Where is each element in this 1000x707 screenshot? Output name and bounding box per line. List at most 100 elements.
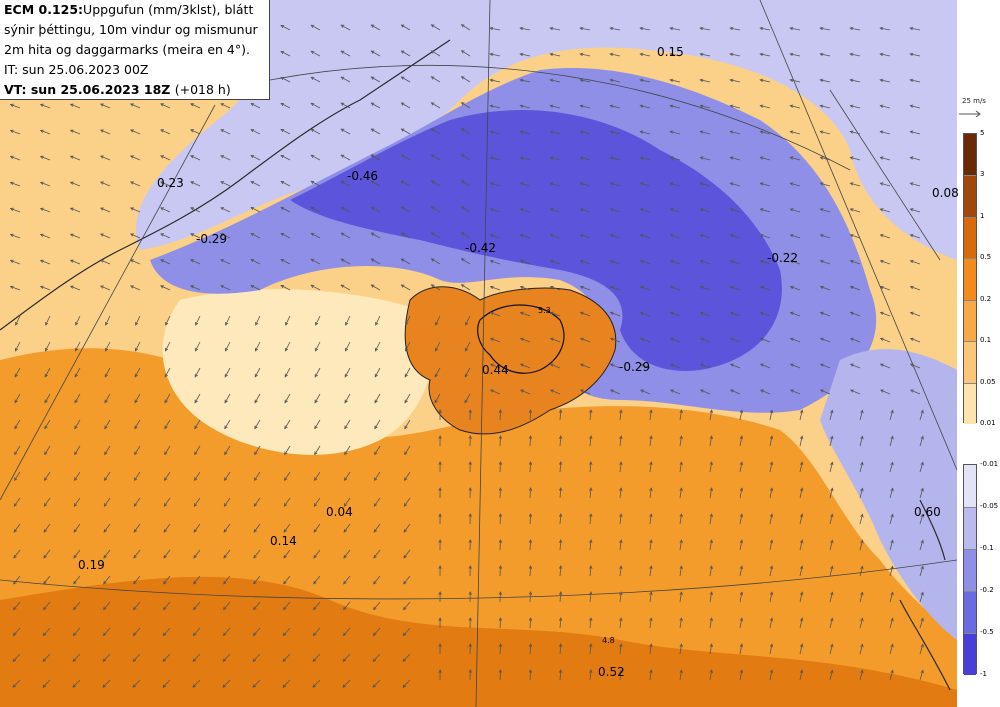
- wind-arrow-head: [430, 128, 435, 132]
- wind-arrow: [404, 471, 411, 481]
- wind-arrow: [283, 549, 291, 559]
- wind-arrow: [10, 234, 21, 239]
- wind-arrow-head: [679, 617, 683, 622]
- wind-arrow-head: [799, 461, 804, 466]
- wind-arrow: [619, 566, 622, 577]
- wind-arrow-head: [549, 234, 554, 238]
- wind-arrow: [529, 643, 531, 655]
- wind-arrow-head: [519, 389, 524, 393]
- wind-arrow-head: [498, 539, 503, 543]
- wind-arrow: [13, 497, 21, 507]
- colorbar-tick-label: 0.5: [980, 253, 992, 262]
- wind-arrow-head: [370, 128, 375, 132]
- wind-arrow-head: [283, 554, 287, 559]
- wind-arrow: [880, 234, 891, 239]
- wind-arrow: [225, 315, 231, 326]
- wind-arrow: [529, 409, 531, 421]
- wind-arrow-head: [160, 181, 164, 185]
- wind-arrow: [10, 156, 21, 161]
- wind-arrow: [640, 260, 651, 265]
- wind-arrow-head: [649, 617, 653, 622]
- wind-arrow-head: [819, 104, 824, 108]
- wind-arrow-head: [849, 363, 854, 367]
- wind-arrow-head: [9, 129, 14, 133]
- wind-arrow-head: [280, 51, 285, 55]
- wind-arrow-head: [345, 322, 349, 326]
- wind-arrow-head: [283, 580, 287, 585]
- wind-arrow-head: [579, 259, 584, 264]
- wind-arrow-head: [400, 128, 405, 132]
- wind-arrow: [284, 393, 291, 403]
- wind-arrow-head: [860, 643, 864, 648]
- wind-arrow-head: [789, 234, 794, 238]
- wind-arrow: [104, 367, 111, 377]
- map-value-label: 0.23: [157, 176, 184, 190]
- wind-arrow-head: [12, 684, 17, 688]
- wind-arrow: [850, 312, 861, 317]
- wind-arrow-head: [103, 529, 107, 533]
- wind-arrow: [280, 259, 291, 265]
- wind-arrow-head: [699, 285, 704, 290]
- wind-arrow: [190, 259, 201, 265]
- wind-arrow-head: [253, 503, 258, 507]
- wind-arrow-head: [468, 487, 472, 491]
- wind-arrow-head: [105, 322, 109, 326]
- wind-arrow: [371, 24, 381, 31]
- wind-arrow-head: [430, 50, 435, 54]
- wind-arrow-head: [133, 503, 138, 507]
- wind-arrow: [70, 129, 81, 135]
- wind-arrow-head: [709, 409, 713, 414]
- wind-arrow: [311, 128, 321, 135]
- wind-arrow-head: [830, 409, 834, 414]
- wind-arrow: [859, 436, 863, 447]
- wind-arrow: [133, 497, 141, 507]
- wind-arrow-head: [344, 425, 348, 430]
- wind-arrow-head: [75, 347, 79, 352]
- wind-arrow-head: [69, 129, 74, 133]
- wind-arrow: [250, 285, 261, 291]
- wind-arrow-head: [739, 513, 744, 518]
- wind-arrow-head: [528, 617, 533, 621]
- wind-arrow-head: [438, 409, 442, 413]
- colorbar-tick-label: 1: [980, 211, 985, 220]
- header-line2: sýnir þéttingu, 10m vindur og mismunur: [4, 22, 258, 37]
- wind-arrow: [280, 25, 291, 31]
- wind-arrow: [520, 234, 531, 239]
- wind-arrow: [610, 182, 621, 187]
- wind-arrow: [195, 341, 201, 352]
- wind-arrow: [700, 79, 711, 83]
- wind-arrow-head: [549, 311, 554, 315]
- wind-arrow: [224, 471, 231, 481]
- wind-arrow: [529, 513, 531, 525]
- wind-arrow-head: [280, 103, 285, 107]
- wind-arrow-head: [434, 399, 438, 404]
- wind-arrow-head: [313, 580, 317, 585]
- wind-arrow-head: [769, 513, 774, 518]
- wind-arrow-head: [372, 632, 377, 637]
- wind-arrow: [280, 129, 291, 135]
- wind-arrow: [790, 79, 801, 83]
- wind-arrow-head: [315, 322, 319, 326]
- wind-arrow-head: [860, 461, 864, 466]
- wind-arrow: [559, 435, 562, 447]
- wind-arrow-head: [649, 461, 653, 466]
- wind-arrow-head: [343, 529, 347, 533]
- wind-arrow: [130, 103, 141, 109]
- wind-arrow: [640, 79, 651, 83]
- wind-arrow-head: [162, 632, 167, 637]
- wind-arrow-head: [468, 435, 472, 439]
- wind-arrow-head: [649, 435, 653, 440]
- wind-arrow: [649, 618, 652, 629]
- wind-arrow-head: [163, 554, 167, 559]
- wind-arrow: [520, 105, 531, 109]
- wind-arrow-head: [224, 399, 228, 404]
- wind-arrow-head: [69, 259, 74, 263]
- wind-arrow-head: [519, 104, 524, 108]
- wind-arrow-head: [280, 259, 285, 263]
- wind-arrow: [371, 76, 381, 83]
- wind-arrow-head: [609, 104, 614, 108]
- wind-arrow: [700, 53, 711, 57]
- wind-arrow-head: [890, 513, 894, 518]
- wind-arrow: [401, 76, 411, 83]
- wind-arrow: [220, 207, 231, 213]
